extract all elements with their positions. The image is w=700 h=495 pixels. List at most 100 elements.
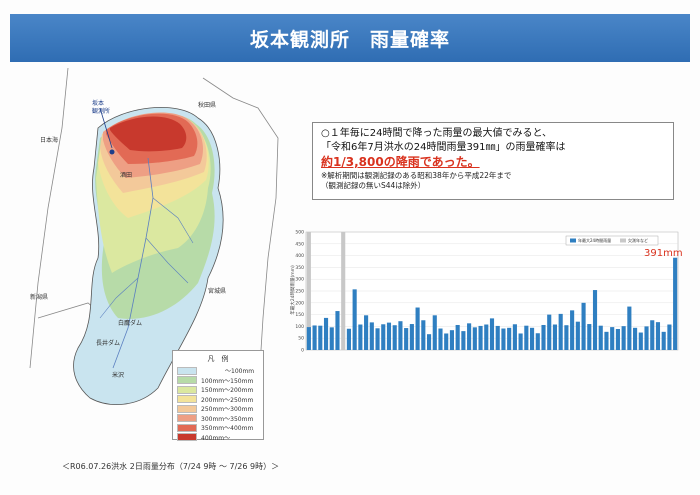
title-bar: 坂本観測所 雨量確率 <box>10 14 690 62</box>
rain-bar <box>404 328 409 350</box>
page-title: 坂本観測所 雨量確率 <box>249 28 450 51</box>
y-ticks: 0 50 100 150 200 250 300 350 400 450 500 <box>295 230 304 354</box>
place-label-nagai-dam: 長井ダム <box>96 340 121 347</box>
rain-bar <box>323 317 329 350</box>
place-label-akita: 秋田県 <box>198 102 217 109</box>
legend-label-rain: 年最大24時間雨量 <box>578 237 611 243</box>
rain-bar <box>421 320 426 350</box>
rain-bar <box>369 322 374 350</box>
rain-bar <box>564 325 569 350</box>
river-line <box>152 197 194 244</box>
place-label-sakata: 酒田 <box>120 172 133 179</box>
legend-row: 300mm～350mm <box>177 414 259 424</box>
legend-swatch-rain <box>570 238 576 243</box>
legend-swatch <box>177 404 197 413</box>
callout-line <box>99 107 113 149</box>
rain-bar <box>633 327 638 350</box>
rain-bar <box>575 321 580 350</box>
legend-label: 400mm～ <box>201 434 231 442</box>
place-label-sea: 日本海 <box>40 137 59 144</box>
rain-bar <box>318 325 323 350</box>
rain-bar <box>524 325 529 350</box>
rain-bar <box>581 302 586 350</box>
callout-line-2: 観測所 <box>92 107 111 115</box>
legend-label: 350mm～400mm <box>201 425 254 433</box>
legend-row: 200mm～250mm <box>177 395 259 405</box>
y-tick-label: 450 <box>295 241 304 247</box>
summary-line-3: 約1/3,800の降雨であった。 <box>321 155 665 171</box>
rain-bar <box>364 315 369 350</box>
rain-bar <box>312 325 317 350</box>
rain-zone-400-plus <box>110 116 187 152</box>
map-legend: 凡 例 ～100mm 100mm～150mm 150mm～200mm 200mm… <box>172 350 264 442</box>
rain-bar <box>541 324 546 350</box>
rain-bar <box>673 257 678 350</box>
rain-bar <box>329 327 334 350</box>
annual-max-rainfall-chart: 0 50 100 150 200 250 300 350 400 450 500 年最大24時間雨量… <box>289 230 682 354</box>
rain-bar <box>392 325 397 350</box>
rain-bar <box>484 324 489 350</box>
legend-label: 200mm～250mm <box>201 396 254 404</box>
station-callout: 坂本 観測所 <box>92 100 110 116</box>
rain-bar <box>587 324 592 350</box>
legend-title: 凡 例 <box>207 355 229 363</box>
rain-bar <box>530 327 535 350</box>
probability-emphasis: 約1/3,800の降雨であった。 <box>321 155 480 169</box>
rain-bar <box>610 327 615 350</box>
place-label-yonezawa: 米沢 <box>112 372 125 379</box>
rain-bar <box>552 324 558 350</box>
place-label-miyagi: 宮城県 <box>208 288 227 295</box>
legend-swatch <box>177 395 197 404</box>
prefecture-border-line <box>202 77 279 399</box>
legend-swatch <box>177 366 197 375</box>
rain-bar <box>472 327 477 350</box>
rain-bar <box>461 331 466 350</box>
rain-bar <box>661 331 666 350</box>
rain-bar <box>386 322 392 350</box>
summary-line-1: ○１年毎に24時間で降った雨量の最大値でみると、 <box>321 128 553 139</box>
rain-bar <box>426 334 432 350</box>
summary-line-2: 「令和6年7月洪水の24時間雨量391㎜」の雨量確率は <box>321 142 566 153</box>
y-tick-label: 250 <box>295 289 304 295</box>
y-tick-label: 350 <box>295 265 304 271</box>
rain-bar <box>621 326 626 350</box>
river-line <box>145 237 189 284</box>
missing-year-bar <box>341 232 346 350</box>
note-line-1: ※解析期間は観測記録のある昭和38年から平成22年まで <box>321 171 512 180</box>
y-tick-label: 50 <box>298 336 304 342</box>
rain-bar <box>455 324 460 350</box>
y-tick-label: 150 <box>295 312 304 318</box>
rain-bar <box>507 327 512 350</box>
rain-bar <box>535 333 540 350</box>
rain-bar <box>518 333 523 350</box>
legend-swatch <box>177 414 197 423</box>
rain-bar <box>489 318 495 350</box>
rain-bar <box>638 332 643 350</box>
rain-bar <box>570 310 575 350</box>
legend-row: 350mm～400mm <box>177 423 259 433</box>
missing-year-bar <box>306 232 311 350</box>
rain-bar <box>449 330 454 350</box>
legend-swatch <box>177 385 197 394</box>
rain-bar <box>650 320 655 350</box>
river-line <box>112 157 154 369</box>
legend-label: 150mm～200mm <box>201 387 254 395</box>
y-tick-label: 200 <box>295 300 304 306</box>
rain-bar <box>512 324 517 350</box>
y-axis-label: 年最大24時間雨量(mm) <box>289 265 296 315</box>
rain-bar <box>306 327 311 350</box>
y-tick-label: 400 <box>295 253 304 259</box>
rain-bar <box>467 323 472 350</box>
y-tick-label: 300 <box>295 277 304 283</box>
rain-bar <box>432 315 437 350</box>
rain-bar <box>381 324 386 350</box>
legend-label-missing: 欠測年など <box>628 237 648 243</box>
rain-bar <box>604 331 609 350</box>
y-tick-label: 0 <box>301 348 304 354</box>
highlight-annotation: 391mm <box>644 248 682 259</box>
legend-label: 300mm～350mm <box>201 415 254 423</box>
legend-row: ～100mm <box>177 366 259 376</box>
rain-bar <box>667 324 672 350</box>
rain-bar <box>335 311 340 350</box>
legend-swatch <box>177 433 197 442</box>
